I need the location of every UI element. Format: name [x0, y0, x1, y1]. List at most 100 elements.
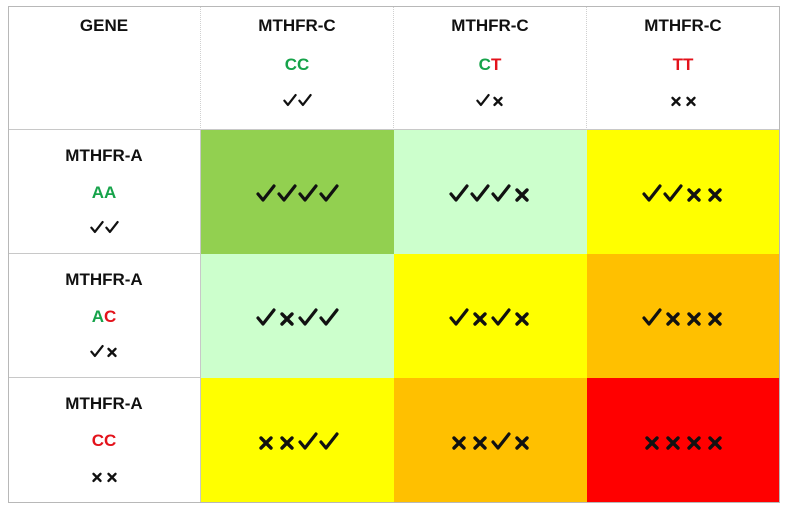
genotype-cell [587, 378, 780, 503]
result-symbols [642, 305, 725, 326]
check-icon [642, 183, 662, 202]
cross-icon [645, 436, 659, 450]
cross-icon [687, 436, 701, 450]
allele-letter: C [297, 55, 310, 74]
gene-name: MTHFR-C [451, 16, 529, 35]
check-icon [298, 307, 318, 326]
allele-letter: T [683, 55, 694, 74]
allele-letter: C [284, 55, 297, 74]
check-icon [89, 345, 104, 358]
check-icon [319, 432, 339, 450]
check-icon [642, 307, 662, 326]
check-icon [256, 183, 276, 202]
result-symbols [282, 90, 312, 110]
allele-letter: T [490, 55, 502, 74]
result-symbols [89, 342, 119, 362]
column-header: MTHFR-C CC [201, 6, 394, 130]
cross-icon [280, 311, 294, 326]
row-header: MTHFR-A AC [8, 254, 201, 378]
genotype-label: AC [92, 307, 117, 327]
check-icon [319, 183, 339, 202]
check-icon [449, 183, 469, 202]
cross-icon [280, 436, 294, 450]
genotype-label: CC [92, 431, 117, 451]
check-icon [470, 183, 490, 202]
genotype-label: AA [92, 183, 117, 203]
allele-letter: C [104, 306, 117, 326]
corner-header: GENE [8, 6, 201, 130]
cross-icon [452, 436, 466, 450]
genotype-matrix: GENE MTHFR-C CC MTHFR-C CT MTHFR-C TT MTHFR-A AA… [8, 6, 780, 503]
cross-icon [259, 436, 273, 450]
check-icon [298, 183, 318, 202]
result-symbols [449, 181, 532, 202]
check-icon [104, 221, 119, 234]
gene-name: MTHFR-A [65, 269, 143, 289]
check-icon [297, 93, 312, 106]
allele-letter: A [104, 182, 117, 202]
check-icon [89, 221, 104, 234]
gene-name: MTHFR-C [258, 16, 336, 35]
genotype-label: TT [673, 55, 694, 75]
cross-icon [515, 311, 529, 326]
genotype-label: CT [479, 55, 502, 75]
check-icon [491, 432, 511, 450]
gene-name: MTHFR-C [644, 16, 722, 35]
allele-letter: C [104, 431, 117, 450]
genotype-cell [201, 254, 394, 378]
check-icon [319, 307, 339, 326]
result-symbols [256, 181, 339, 202]
allele-letter: C [91, 431, 104, 450]
column-header: MTHFR-C TT [587, 6, 780, 130]
gene-name: MTHFR-A [65, 145, 143, 165]
row-header: MTHFR-A CC [8, 378, 201, 503]
check-icon [282, 93, 297, 106]
result-symbols [256, 430, 339, 451]
cross-icon [687, 187, 701, 202]
cross-icon [492, 96, 503, 106]
genotype-cell [394, 378, 587, 503]
cross-icon [708, 311, 722, 326]
result-symbols [89, 218, 119, 238]
allele-letter: A [91, 306, 104, 326]
check-icon [256, 307, 276, 326]
cross-icon [473, 436, 487, 450]
result-symbols [256, 305, 339, 326]
check-icon [475, 93, 490, 106]
cross-icon [91, 472, 102, 482]
result-symbols [90, 466, 119, 486]
cross-icon [106, 347, 117, 358]
genotype-label: CC [285, 55, 310, 75]
cross-icon [473, 311, 487, 326]
cross-icon [670, 96, 681, 106]
cross-icon [515, 187, 529, 202]
allele-letter: A [91, 182, 104, 202]
genotype-cell [394, 130, 587, 254]
genotype-cell [394, 254, 587, 378]
cross-icon [666, 436, 680, 450]
corner-label: GENE [79, 16, 129, 35]
check-icon [663, 183, 683, 202]
allele-letter: T [672, 55, 683, 74]
genotype-cell [587, 130, 780, 254]
allele-letter: C [478, 55, 491, 74]
result-symbols [449, 305, 532, 326]
cross-icon [685, 96, 696, 106]
cross-icon [708, 436, 722, 450]
check-icon [277, 183, 297, 202]
cross-icon [666, 311, 680, 326]
check-icon [491, 307, 511, 326]
row-header: MTHFR-A AA [8, 130, 201, 254]
cross-icon [708, 187, 722, 202]
gene-name: MTHFR-A [65, 394, 143, 413]
result-symbols [642, 430, 725, 451]
cross-icon [106, 472, 117, 482]
cross-icon [515, 436, 529, 450]
column-header: MTHFR-C CT [394, 6, 587, 130]
genotype-cell [587, 254, 780, 378]
genotype-cell [201, 378, 394, 503]
check-icon [298, 432, 318, 450]
check-icon [491, 183, 511, 202]
result-symbols [475, 90, 505, 110]
result-symbols [642, 181, 725, 202]
